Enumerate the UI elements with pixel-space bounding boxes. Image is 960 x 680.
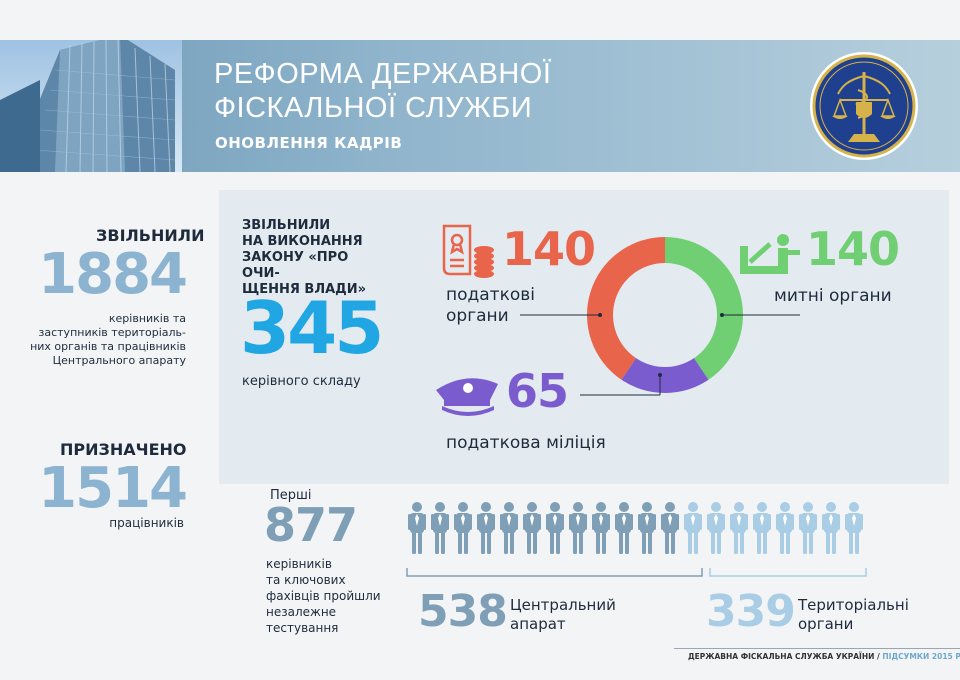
footer-rule [674,648,960,649]
person-icon-territorial [684,502,702,554]
person-icon-central [408,502,426,554]
person-icon-territorial [776,502,794,554]
testing-description: керівників та ключових фахівців пройшли … [266,557,381,635]
customs-barrier-icon [740,234,800,274]
person-icon-territorial [730,502,748,554]
appointed-heading: ПРИЗНАЧЕНО [60,440,187,459]
chart-leader-lines [520,313,800,396]
person-icon-central [638,502,656,554]
lustration-heading: ЗВІЛЬНИЛИ НА ВИКОНАННЯ ЗАКОНУ «ПРО ОЧИ- … [242,218,367,297]
donut-slice-customs [665,237,743,380]
page-title-line2: ФІСКАЛЬНОЇ СЛУЖБИ [214,92,533,124]
appointed-number: 1514 [38,456,188,521]
testing-prefix: Перші [270,488,312,503]
breakdown-donut-chart [587,237,743,393]
person-icon-central [431,502,449,554]
territorial-number: 339 [706,586,796,637]
territorial-label: Територіальні органи [798,596,909,633]
central-number: 538 [418,586,508,637]
dismissed-number: 1884 [38,242,188,307]
customs-label: митні органи [774,286,892,306]
lustration-description: керівного складу [242,374,361,389]
person-icon-central [500,502,518,554]
person-icon-central [477,502,495,554]
person-icon-central [569,502,587,554]
lustration-panel [219,190,949,484]
person-icon-central [454,502,472,554]
donut-slice-tax [587,237,665,380]
appointed-description: працівників [109,516,184,530]
donut-slice-police [621,358,709,393]
dismissed-description: керівників та заступників територіаль- н… [30,312,186,367]
person-icon-territorial [753,502,771,554]
document-coins-icon [442,224,494,278]
person-icon-central [661,502,679,554]
central-label: Центральний апарат [510,596,616,633]
people-pictogram-row [404,500,874,564]
footer-text: ДЕРЖАВНА ФІСКАЛЬНА СЛУЖБА УКРАЇНИ / ПІДС… [688,652,960,661]
dismissed-heading: ЗВІЛЬНИЛИ [96,226,205,245]
person-icon-territorial [845,502,863,554]
tax-label-line1: податкові [446,285,536,305]
person-icon-central [615,502,633,554]
person-icon-territorial [707,502,725,554]
page-title-line1: РЕФОРМА ДЕРЖАВНОЇ [214,58,552,90]
customs-number: 140 [806,222,900,276]
person-icon-central [546,502,564,554]
police-number: 65 [506,364,569,418]
person-icon-territorial [822,502,840,554]
fiscal-service-emblem-logo [808,50,920,162]
person-icon-territorial [799,502,817,554]
police-label: податкова міліція [446,433,606,453]
building-photo [0,40,182,172]
page-subtitle: ОНОВЛЕННЯ КАДРІВ [215,134,403,152]
tax-label-line2: органи [446,306,509,326]
person-icon-central [523,502,541,554]
testing-number: 877 [264,498,358,552]
tax-number: 140 [502,222,596,276]
police-cap-icon [436,378,498,416]
group-brackets [406,568,867,577]
person-icon-central [592,502,610,554]
lustration-number: 345 [240,286,384,370]
